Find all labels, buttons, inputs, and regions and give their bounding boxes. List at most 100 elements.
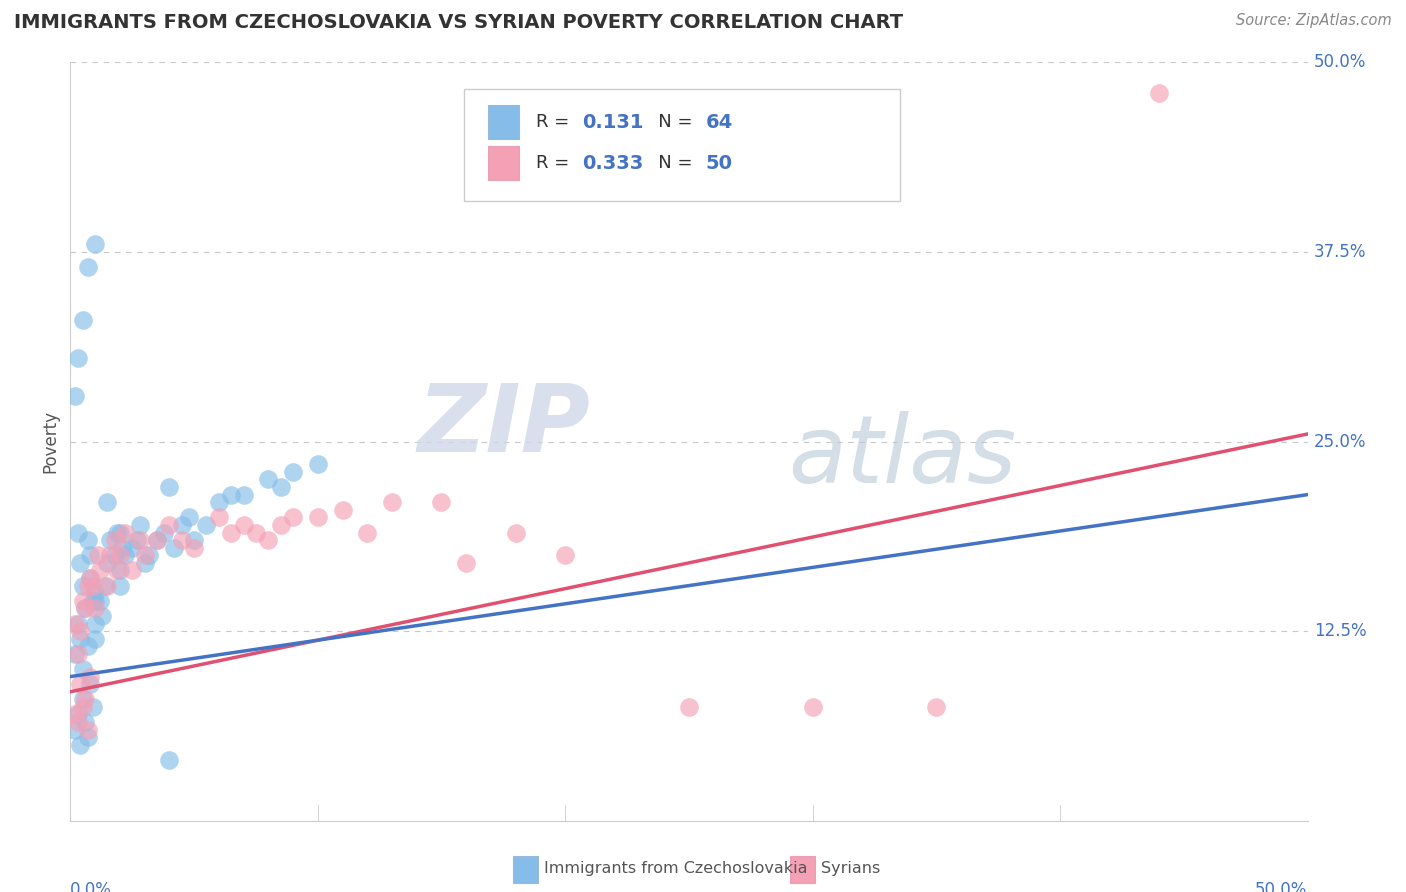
Point bbox=[65, 707, 87, 722]
Point bbox=[65, 389, 87, 403]
Text: Syrians: Syrians bbox=[821, 862, 880, 876]
Text: 64: 64 bbox=[706, 112, 733, 132]
Point bbox=[96, 579, 118, 593]
Point bbox=[79, 571, 101, 585]
Point bbox=[121, 564, 143, 578]
Text: Source: ZipAtlas.com: Source: ZipAtlas.com bbox=[1236, 13, 1392, 29]
Point bbox=[307, 510, 329, 524]
Point bbox=[76, 260, 98, 275]
Point bbox=[801, 699, 824, 714]
Point bbox=[157, 480, 180, 494]
Point bbox=[69, 677, 91, 691]
Point bbox=[219, 487, 242, 501]
Point bbox=[72, 699, 94, 714]
Point bbox=[105, 564, 128, 578]
Point bbox=[84, 601, 107, 615]
Point bbox=[89, 594, 111, 608]
Point bbox=[91, 608, 114, 623]
Point bbox=[245, 525, 267, 540]
Point bbox=[84, 632, 107, 646]
Text: R =: R = bbox=[536, 154, 575, 172]
Text: 12.5%: 12.5% bbox=[1313, 622, 1367, 640]
Point bbox=[307, 458, 329, 472]
Text: N =: N = bbox=[641, 154, 699, 172]
Point bbox=[108, 548, 131, 563]
Point bbox=[86, 548, 108, 563]
Point bbox=[82, 579, 104, 593]
Point bbox=[157, 517, 180, 532]
Text: 50: 50 bbox=[706, 153, 733, 173]
Point bbox=[146, 533, 169, 548]
Point bbox=[79, 571, 101, 585]
Point bbox=[163, 541, 186, 555]
Point bbox=[79, 677, 101, 691]
Point bbox=[430, 495, 453, 509]
Point bbox=[257, 533, 280, 548]
Point bbox=[554, 548, 576, 563]
Point bbox=[108, 564, 131, 578]
Point bbox=[104, 533, 127, 548]
Point bbox=[281, 510, 304, 524]
Point bbox=[111, 541, 134, 555]
Point bbox=[84, 594, 107, 608]
Point bbox=[219, 525, 242, 540]
Text: 0.333: 0.333 bbox=[582, 153, 644, 173]
Point bbox=[75, 692, 97, 706]
Point bbox=[108, 525, 131, 540]
Text: 37.5%: 37.5% bbox=[1313, 243, 1367, 261]
Point bbox=[84, 586, 107, 600]
Text: N =: N = bbox=[641, 113, 699, 131]
Point bbox=[257, 473, 280, 487]
Point bbox=[208, 510, 231, 524]
Point bbox=[332, 503, 354, 517]
Text: ZIP: ZIP bbox=[418, 380, 591, 473]
Point bbox=[105, 525, 128, 540]
Point bbox=[270, 517, 292, 532]
Point bbox=[84, 237, 107, 252]
Point bbox=[96, 495, 118, 509]
Point bbox=[456, 556, 478, 570]
Text: 0.131: 0.131 bbox=[582, 112, 644, 132]
Point bbox=[84, 616, 107, 631]
Text: 50.0%: 50.0% bbox=[1256, 881, 1308, 892]
Point bbox=[108, 579, 131, 593]
Point bbox=[79, 669, 101, 683]
Point bbox=[183, 541, 205, 555]
Text: 25.0%: 25.0% bbox=[1313, 433, 1367, 450]
Point bbox=[66, 616, 89, 631]
Point bbox=[65, 723, 87, 737]
Point bbox=[128, 517, 150, 532]
Point bbox=[678, 699, 700, 714]
Point bbox=[134, 556, 156, 570]
Point bbox=[153, 525, 176, 540]
Point bbox=[76, 730, 98, 744]
Point bbox=[183, 533, 205, 548]
Point bbox=[66, 525, 89, 540]
Point bbox=[66, 715, 89, 730]
Point bbox=[127, 533, 149, 548]
Point bbox=[69, 624, 91, 639]
Point bbox=[505, 525, 527, 540]
Point bbox=[72, 579, 94, 593]
Text: 50.0%: 50.0% bbox=[1313, 54, 1367, 71]
Point bbox=[121, 541, 143, 555]
Point bbox=[1147, 86, 1170, 100]
Point bbox=[138, 548, 160, 563]
Point bbox=[170, 533, 193, 548]
Point bbox=[98, 548, 121, 563]
Point bbox=[89, 564, 111, 578]
Point bbox=[134, 548, 156, 563]
Point bbox=[170, 517, 193, 532]
Text: atlas: atlas bbox=[787, 411, 1017, 502]
Text: R =: R = bbox=[536, 113, 575, 131]
Point bbox=[75, 601, 97, 615]
Point bbox=[232, 517, 254, 532]
Point bbox=[76, 723, 98, 737]
Point bbox=[356, 525, 378, 540]
Point bbox=[69, 556, 91, 570]
Point bbox=[157, 753, 180, 767]
Y-axis label: Poverty: Poverty bbox=[41, 410, 59, 473]
Point bbox=[72, 662, 94, 676]
Point bbox=[72, 594, 94, 608]
Point bbox=[925, 699, 948, 714]
